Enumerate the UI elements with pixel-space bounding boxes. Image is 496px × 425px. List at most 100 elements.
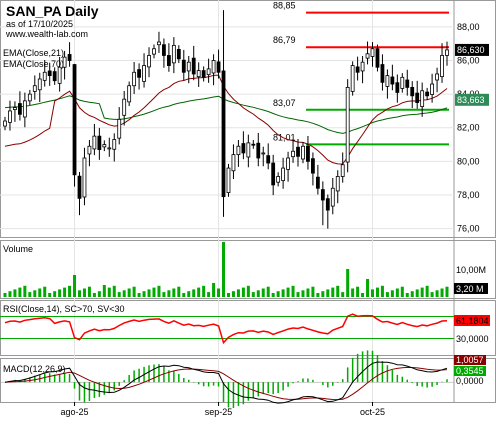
price-tag-bg xyxy=(455,43,489,56)
volume-bar xyxy=(157,285,161,297)
rsi-panel xyxy=(0,313,454,345)
candle-body xyxy=(117,118,122,139)
candle-body xyxy=(415,92,420,103)
volume-bar xyxy=(142,291,146,297)
volume-bar xyxy=(13,289,17,297)
candle-body xyxy=(47,70,52,77)
volume-bar xyxy=(53,291,57,297)
volume-bar xyxy=(306,288,310,297)
volume-bar xyxy=(122,290,126,297)
candle-body xyxy=(380,64,385,83)
rsi-line xyxy=(4,313,448,345)
volume-bar xyxy=(58,289,62,297)
chart-subtitle: as of 17/10/2025 xyxy=(6,19,73,29)
candle-body xyxy=(241,143,246,154)
y-tick-label: 78,00 xyxy=(457,190,480,200)
candle-body xyxy=(171,44,176,64)
volume-bar xyxy=(167,290,171,297)
candle-body xyxy=(22,100,27,118)
price-tag-bg xyxy=(455,93,489,106)
volume-bar xyxy=(202,285,206,297)
volume-bar xyxy=(351,288,355,297)
y-tick-label: 80,00 xyxy=(457,156,480,166)
candle-body xyxy=(420,90,425,107)
volume-bar xyxy=(3,293,7,297)
volume-bar xyxy=(23,285,27,297)
candle-body xyxy=(186,61,191,72)
volume-bar xyxy=(132,286,136,297)
rsi-tag: 61,1804 xyxy=(456,316,489,326)
candle-body xyxy=(107,147,112,150)
level-label: 81,01 xyxy=(273,132,296,142)
volume-bar xyxy=(375,287,379,297)
volume-bar xyxy=(385,292,389,297)
volume-bar xyxy=(395,288,399,297)
candle-body xyxy=(236,145,241,156)
volume-bar xyxy=(415,289,419,297)
volume-bar xyxy=(286,287,290,297)
volume-bar xyxy=(8,291,12,297)
y-tick-label: 82,00 xyxy=(457,123,480,133)
volume-bar xyxy=(371,289,375,297)
volume-title: Volume xyxy=(3,244,33,254)
candle-body xyxy=(445,49,449,56)
volume-tick-label: 10,00M xyxy=(456,265,486,275)
y-tick-label: 86,00 xyxy=(457,56,480,66)
volume-bar xyxy=(410,291,414,297)
volume-bar xyxy=(92,293,96,297)
volume-bar xyxy=(217,288,221,297)
volume-bar xyxy=(112,285,116,297)
candle-body xyxy=(395,82,400,93)
volume-bar xyxy=(331,287,335,297)
candle-body xyxy=(77,175,82,199)
candle-body xyxy=(430,83,435,95)
candle-body xyxy=(440,55,444,78)
candle-body xyxy=(286,157,290,170)
candle-body xyxy=(72,64,77,176)
volume-bar xyxy=(361,293,365,297)
volume-bar xyxy=(127,288,131,297)
candle-body xyxy=(291,150,295,158)
volume-bars xyxy=(3,242,449,297)
volume-bar xyxy=(152,287,156,297)
candle-body xyxy=(201,70,206,78)
candle-body xyxy=(345,87,350,163)
candle-body xyxy=(127,85,132,103)
volume-bar xyxy=(261,288,265,297)
candle-body xyxy=(196,70,201,78)
volume-bar xyxy=(172,288,176,297)
volume-bar xyxy=(256,290,260,297)
candle-body xyxy=(400,76,405,89)
candle-body xyxy=(410,87,415,97)
candle-body xyxy=(206,68,211,76)
candle-body xyxy=(176,49,181,60)
candle-body xyxy=(375,48,380,68)
candle-body xyxy=(350,65,355,92)
volume-bar xyxy=(241,287,245,297)
candle-body xyxy=(390,76,395,85)
volume-bar xyxy=(246,285,250,297)
candle-body xyxy=(271,162,276,186)
volume-bar xyxy=(192,289,196,297)
y-tick-label: 76,00 xyxy=(457,224,480,234)
volume-bar xyxy=(430,292,434,297)
volume-bar xyxy=(405,293,409,297)
candle-body xyxy=(162,44,166,56)
candle-body xyxy=(340,164,345,177)
volume-bar xyxy=(276,291,280,297)
volume-bar xyxy=(222,242,226,297)
volume-bar xyxy=(336,285,340,297)
macd-tag2: 0,3545 xyxy=(456,366,484,376)
volume-bar xyxy=(226,293,230,297)
macd-tag2-bg xyxy=(454,366,486,376)
x-axis-labels: ago-25 sep-25 oct-25 xyxy=(61,402,385,417)
x-tick-label: sep-25 xyxy=(205,407,233,417)
candle-body xyxy=(57,66,62,84)
candle-body xyxy=(315,176,320,189)
volume-bar xyxy=(147,289,151,297)
volume-bar xyxy=(326,289,330,297)
volume-bar xyxy=(271,293,275,297)
legend-ema70: EMA(Close,70) xyxy=(3,59,64,69)
